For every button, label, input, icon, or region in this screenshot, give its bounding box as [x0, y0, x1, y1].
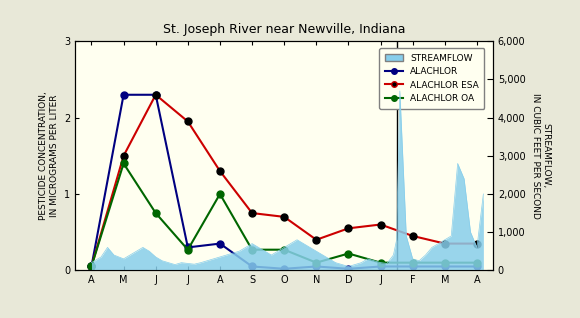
ALACHLOR ESA — [249, 211, 256, 215]
ALACHLOR — [120, 93, 127, 97]
ALACHLOR OA — [441, 261, 448, 265]
ALACHLOR ESA — [281, 215, 288, 219]
ALACHLOR — [249, 265, 256, 268]
ALACHLOR ESA — [473, 242, 480, 245]
ALACHLOR — [409, 265, 416, 268]
ALACHLOR — [377, 265, 384, 268]
ALACHLOR — [345, 267, 352, 271]
Y-axis label: PESTICIDE CONCENTRATION,
IN MICROGRAMS PER LITER: PESTICIDE CONCENTRATION, IN MICROGRAMS P… — [39, 92, 59, 220]
ALACHLOR OA — [409, 261, 416, 265]
ALACHLOR — [473, 265, 480, 268]
ALACHLOR ESA — [120, 154, 127, 158]
ALACHLOR OA — [249, 248, 256, 252]
ALACHLOR OA — [473, 261, 480, 265]
ALACHLOR ESA — [377, 223, 384, 226]
Y-axis label: STREAMFLOW,
IN CUBIC FEET PER SECOND: STREAMFLOW, IN CUBIC FEET PER SECOND — [531, 93, 550, 219]
ALACHLOR OA — [377, 261, 384, 265]
ALACHLOR ESA — [88, 265, 95, 268]
Legend: STREAMFLOW, ALACHLOR, ALACHLOR ESA, ALACHLOR OA: STREAMFLOW, ALACHLOR, ALACHLOR ESA, ALAC… — [379, 48, 484, 108]
ALACHLOR OA — [184, 248, 191, 252]
ALACHLOR ESA — [313, 238, 320, 242]
ALACHLOR ESA — [409, 234, 416, 238]
ALACHLOR ESA — [345, 226, 352, 230]
ALACHLOR OA — [281, 248, 288, 252]
ALACHLOR OA — [313, 261, 320, 265]
ALACHLOR — [88, 265, 95, 268]
Line: ALACHLOR ESA: ALACHLOR ESA — [88, 91, 480, 270]
ALACHLOR — [441, 265, 448, 268]
Line: ALACHLOR OA: ALACHLOR OA — [88, 160, 480, 270]
ALACHLOR — [216, 242, 223, 245]
ALACHLOR OA — [216, 192, 223, 196]
ALACHLOR — [313, 265, 320, 268]
ALACHLOR — [152, 93, 159, 97]
Title: St. Joseph River near Newville, Indiana: St. Joseph River near Newville, Indiana — [163, 23, 405, 36]
ALACHLOR — [184, 245, 191, 249]
ALACHLOR OA — [152, 211, 159, 215]
ALACHLOR ESA — [152, 93, 159, 97]
ALACHLOR ESA — [441, 242, 448, 245]
ALACHLOR — [281, 267, 288, 271]
ALACHLOR OA — [345, 252, 352, 255]
ALACHLOR ESA — [184, 120, 191, 123]
Line: ALACHLOR: ALACHLOR — [88, 91, 480, 272]
ALACHLOR OA — [88, 265, 95, 268]
ALACHLOR ESA — [216, 169, 223, 173]
ALACHLOR OA — [120, 162, 127, 165]
